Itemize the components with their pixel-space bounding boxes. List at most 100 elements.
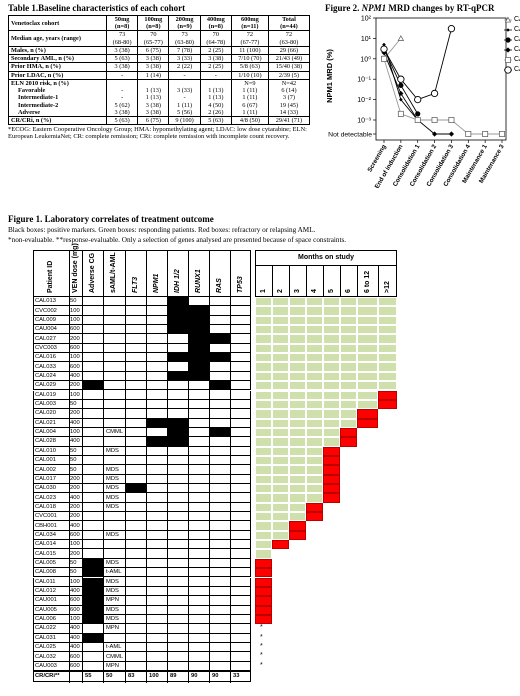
table-cell: 5 (63): [199, 116, 232, 126]
response-green: [323, 325, 340, 335]
legend-entry: CAL020: [514, 66, 520, 73]
series-point-cal013: [397, 35, 405, 41]
ven-dose: 100: [70, 391, 80, 398]
saml-type: t-AML: [106, 569, 122, 576]
y-tick-label: 10⁻¹: [357, 77, 371, 84]
months-subdivider: [255, 265, 397, 266]
response-red: [255, 577, 272, 587]
response-green: [272, 512, 289, 522]
response-green: [323, 297, 340, 307]
table-cell: 21/43 (49): [267, 54, 311, 64]
footer-label: CR/CRi**: [35, 673, 60, 679]
response-green: [378, 381, 397, 391]
response-green: [289, 502, 306, 513]
patient-id: CAL001: [35, 457, 56, 464]
table-row: [33, 418, 251, 428]
baseline-table: Venetoclax cohort 50mg (n=8) 100mg (n=8) 200m…: [8, 14, 311, 126]
response-green: [289, 427, 306, 438]
cohort-header: 400mg (n=8): [199, 14, 232, 32]
response-red: [357, 418, 378, 428]
table-cell: 29/41 (71): [267, 116, 311, 126]
table-row: [33, 661, 251, 671]
response-green: [272, 381, 289, 391]
month-divider: [323, 265, 324, 297]
table-row: [33, 502, 251, 513]
cohort-header: 50mg (n=8): [105, 14, 139, 32]
saml-type: MDS: [106, 606, 119, 613]
marker-positive: [82, 558, 103, 569]
table-cell: 2 (25): [199, 45, 232, 56]
ven-dose: 400: [70, 438, 80, 445]
patient-id: CAL017: [35, 475, 56, 482]
response-red: [255, 586, 272, 597]
response-green: [306, 381, 323, 391]
response-green: [255, 315, 272, 326]
response-green: [323, 306, 340, 316]
response-green: [272, 353, 289, 363]
marker-positive: [209, 381, 230, 391]
col-divider: [125, 250, 126, 683]
ven-dose: 400: [70, 522, 80, 529]
response-red: [340, 427, 357, 438]
patient-id: CAL024: [35, 373, 56, 379]
response-green: [255, 353, 272, 363]
col-divider: [146, 250, 147, 683]
series-point-cal020: [447, 25, 456, 33]
non-evaluable-marker: *: [260, 633, 263, 641]
response-green: [357, 362, 378, 372]
response-green: [357, 371, 378, 382]
legend-marker: [504, 16, 512, 23]
table-cell: 2/39 (5): [267, 70, 311, 80]
npm1-mrd-chart: 10² 10¹ 10⁰ 10⁻¹ 10⁻² 10⁻³ Not detectable NPM1 …: [325, 16, 512, 188]
month-label: 1: [259, 289, 267, 293]
response-green: [306, 474, 323, 484]
table-row: [33, 596, 251, 606]
response-red: [323, 465, 340, 475]
footer-value: 90: [191, 673, 198, 679]
patient-id: CAL003: [35, 401, 56, 408]
patient-id: CAL004: [35, 429, 56, 436]
months-header-box: [255, 250, 397, 297]
series-point-cau004: [499, 131, 505, 137]
response-green: [378, 315, 397, 326]
response-green: [306, 399, 323, 410]
table-row: [33, 371, 251, 382]
table-row: [33, 362, 251, 372]
response-green: [255, 465, 272, 475]
patient-id: CAL021: [35, 419, 56, 426]
ven-dose: 400: [70, 634, 80, 641]
patient-id: CAL031: [35, 634, 56, 641]
saml-type: CMML: [106, 429, 124, 436]
saml-type: MDS: [106, 447, 119, 454]
response-green: [306, 418, 323, 428]
figure1-title: Figure 1. Laboratory correlates of treat…: [8, 214, 214, 224]
response-green: [272, 530, 289, 541]
patient-id: CBH001: [35, 522, 57, 529]
table-row: [33, 530, 251, 541]
ven-dose: 100: [70, 316, 80, 323]
response-green: [272, 418, 289, 428]
response-red: [306, 502, 323, 513]
table-row: [33, 409, 251, 419]
table-cell: 15/40 (38): [267, 62, 311, 72]
response-green: [272, 334, 289, 344]
saml-type: MPN: [106, 597, 119, 604]
response-green: [340, 306, 357, 316]
col-header: VEN dose (mg): [71, 243, 79, 293]
response-green: [272, 502, 289, 513]
patient-id: CAL008: [35, 569, 56, 576]
response-green: [323, 381, 340, 391]
patient-id: CAL013: [35, 298, 56, 305]
response-green: [323, 390, 340, 400]
marker-positive: [188, 343, 209, 354]
marker-positive: [82, 381, 103, 391]
response-green: [289, 493, 306, 503]
patient-id: CVC001: [35, 513, 57, 520]
patient-id: CAL019: [35, 391, 56, 398]
response-green: [255, 297, 272, 307]
marker-positive: [209, 353, 230, 363]
cohort-header: 200mg (n=9): [168, 14, 201, 32]
marker-positive: [188, 371, 209, 382]
ven-dose: 600: [70, 344, 80, 351]
response-green: [340, 297, 357, 307]
